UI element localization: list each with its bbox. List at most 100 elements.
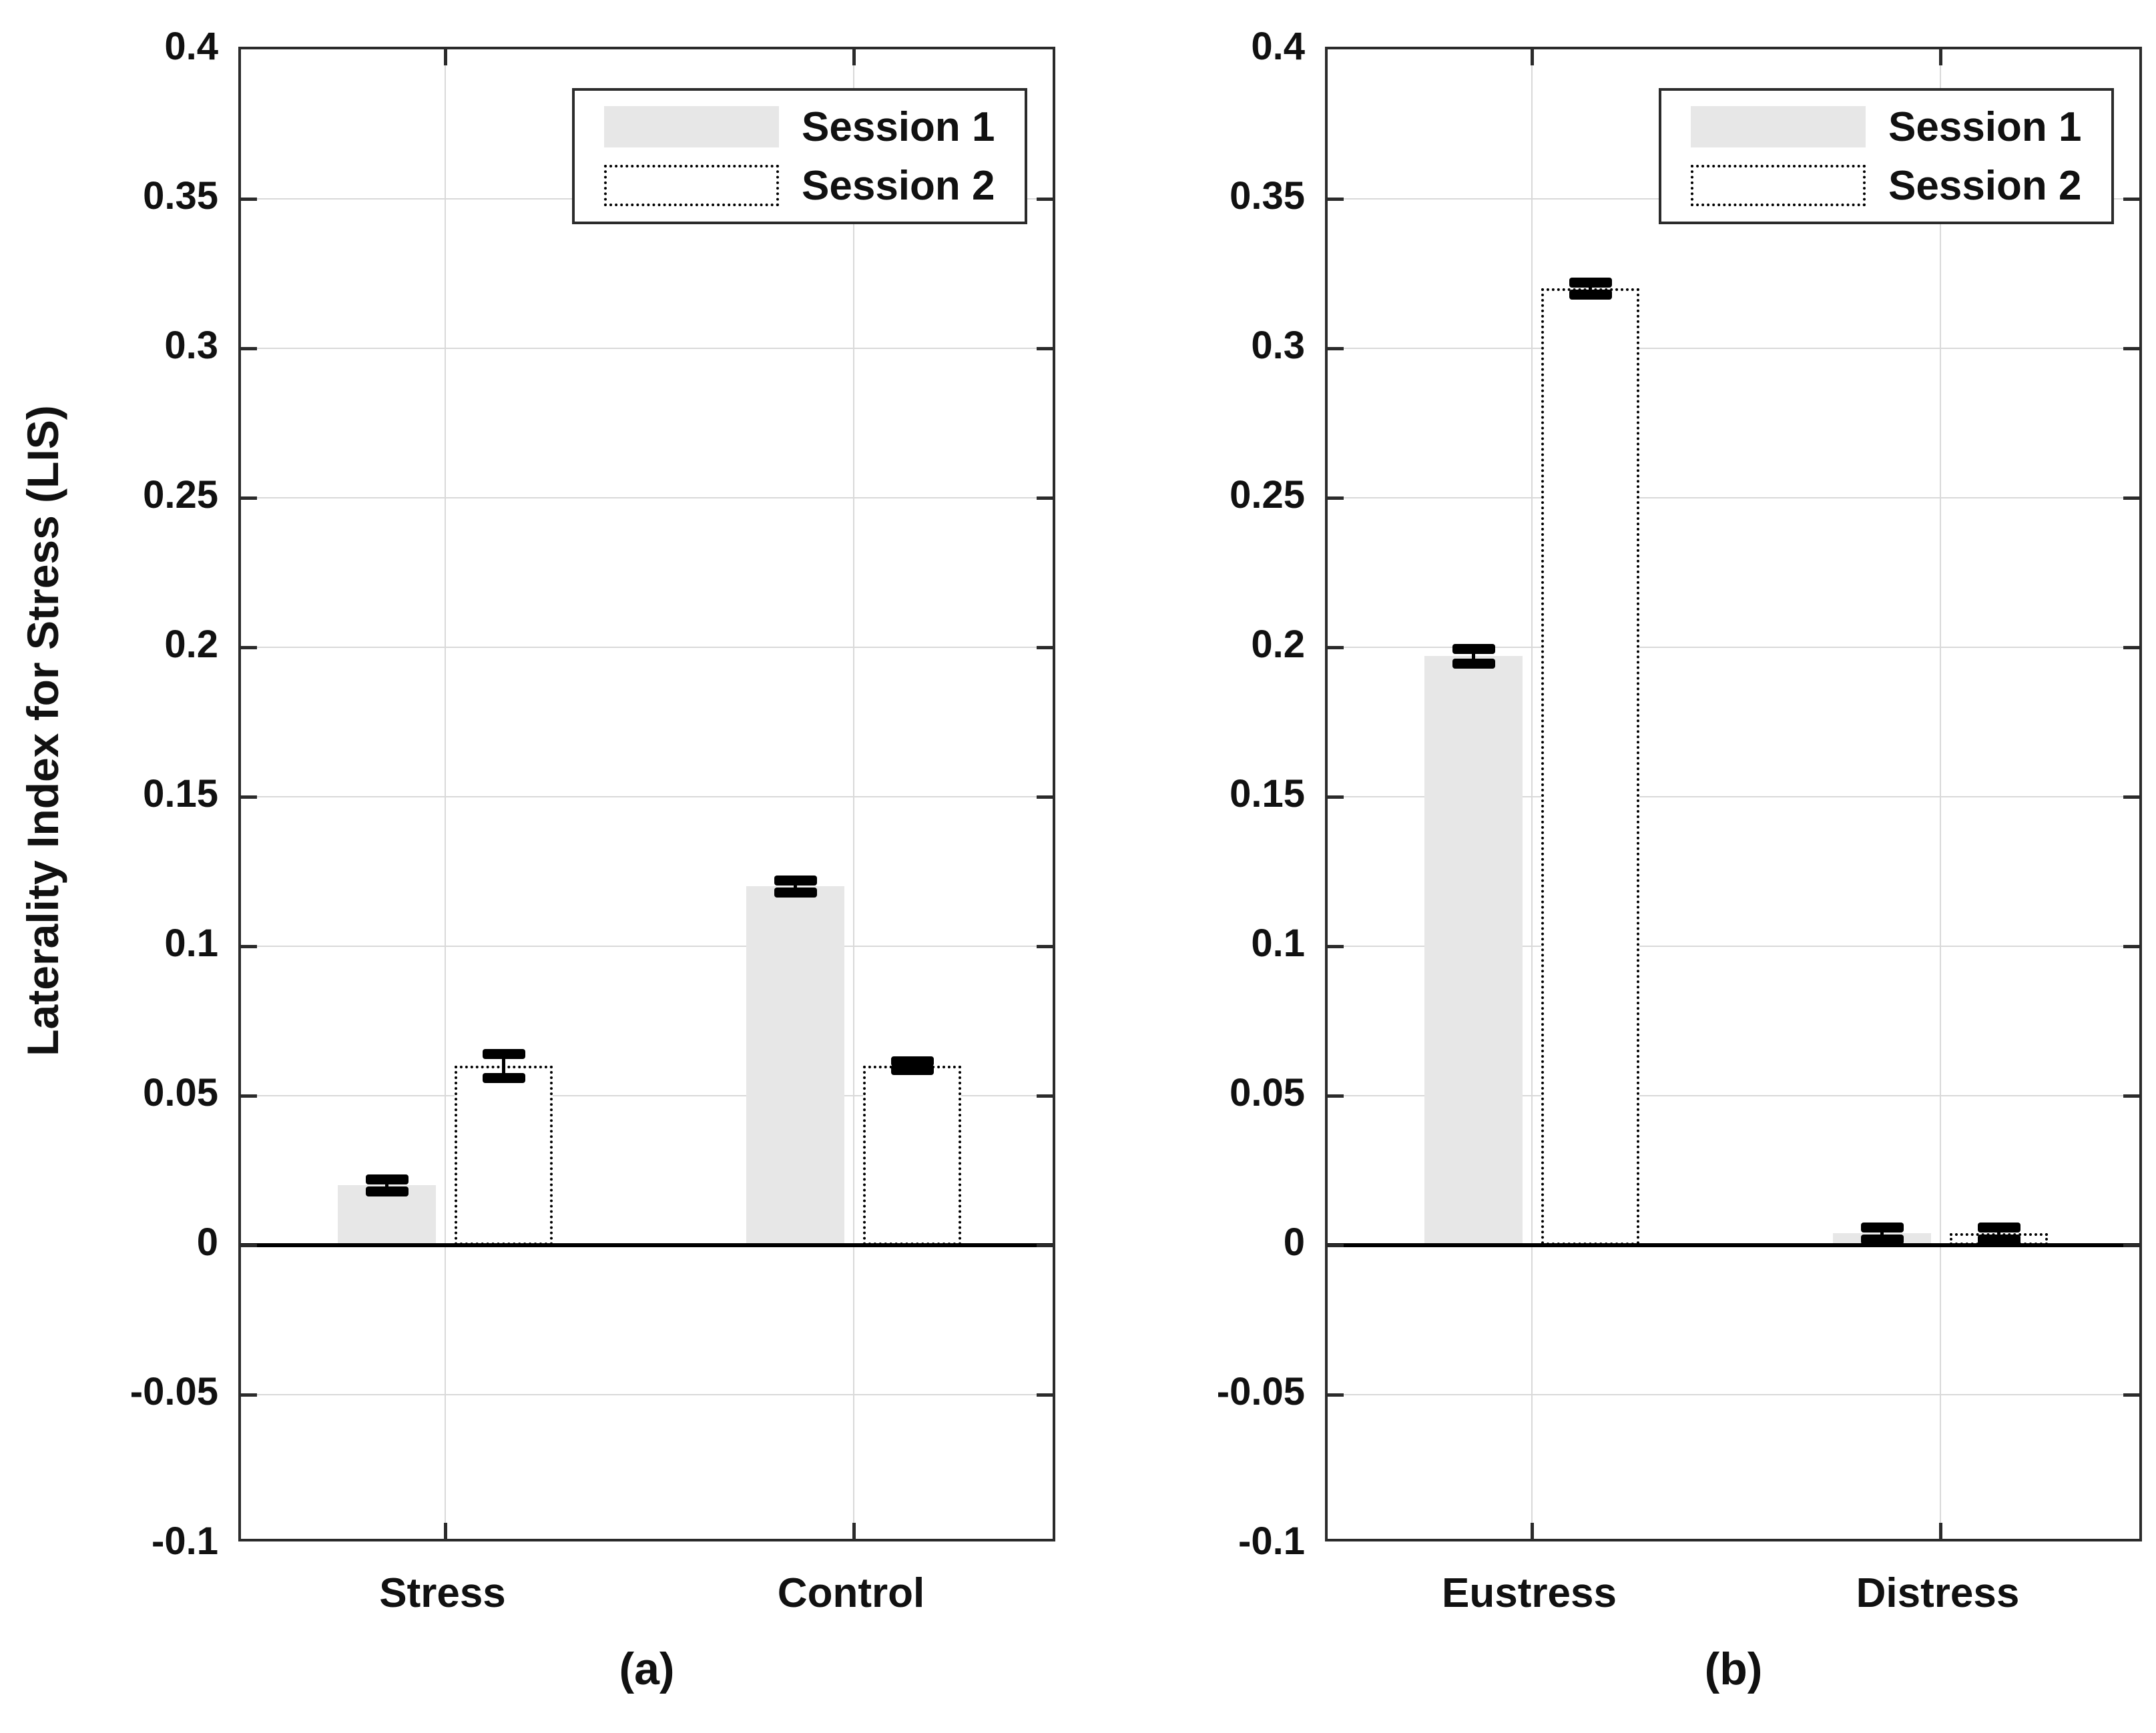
error-bar-cap-bottom (1860, 1234, 1904, 1245)
y-tick-mark-left (241, 645, 257, 649)
x-tick-mark-top (1938, 49, 1942, 65)
y-tick-mark-right (1037, 1094, 1053, 1098)
x-tick-mark-bottom (1530, 1523, 1534, 1539)
gridline-horizontal (241, 1394, 1053, 1395)
gridline-vertical (1531, 49, 1533, 1539)
y-tick-mark-right (2123, 1393, 2139, 1397)
y-tick-mark-left (1328, 1243, 1344, 1247)
legend-swatch-session1 (604, 106, 779, 147)
y-tick-mark-left (241, 1393, 257, 1397)
y-tick-mark-left (241, 496, 257, 500)
y-tick-mark-right (2123, 944, 2139, 948)
y-tick-label: 0.2 (1251, 623, 1305, 666)
panel-label-a: (a) (619, 1644, 675, 1694)
y-tick-label: -0.1 (1238, 1519, 1305, 1563)
plot-area-a (238, 47, 1055, 1541)
gridline-horizontal (1328, 796, 2139, 797)
error-bar-cap-top (774, 875, 817, 886)
bar-stress-session-2 (455, 1066, 553, 1245)
gridline-horizontal (241, 1095, 1053, 1096)
error-bar-cap-top (1860, 1222, 1904, 1233)
gridline-horizontal (1328, 1095, 2139, 1096)
y-tick-mark-left (1328, 944, 1344, 948)
gridline-vertical (445, 49, 446, 1539)
legend-label-session1: Session 1 (802, 103, 995, 150)
y-tick-mark-left (1328, 795, 1344, 799)
legend-entry-session1: Session 1 (1691, 103, 2111, 151)
gridline-horizontal (1328, 946, 2139, 947)
y-tick-label: 0 (1283, 1221, 1305, 1264)
y-tick-label: 0.4 (164, 25, 218, 68)
y-tick-mark-left (1328, 346, 1344, 350)
y-tick-label: 0.35 (1230, 174, 1305, 218)
x-category-label-distress: Distress (1856, 1570, 2020, 1616)
gridline-vertical (853, 49, 854, 1539)
gridline-horizontal (241, 348, 1053, 349)
x-tick-mark-top (443, 49, 447, 65)
legend-b: Session 1 Session 2 (1659, 88, 2114, 224)
legend-a: Session 1 Session 2 (572, 88, 1027, 224)
legend-entry-session1: Session 1 (604, 103, 1025, 151)
y-tick-label: 0.35 (143, 174, 218, 218)
y-tick-mark-left (1328, 645, 1344, 649)
error-bar-stem (1997, 1227, 2000, 1240)
error-bar-cap-bottom (774, 887, 817, 898)
legend-swatch-session1 (1691, 106, 1866, 147)
panel-label-b: (b) (1704, 1644, 1763, 1694)
gridline-horizontal (241, 497, 1053, 498)
y-tick-mark-right (2123, 346, 2139, 350)
y-tick-mark-right (2123, 496, 2139, 500)
legend-label-session1: Session 1 (1888, 103, 2082, 150)
error-bar-cap-bottom (890, 1065, 934, 1076)
y-tick-mark-left (241, 197, 257, 201)
error-bar-cap-top (365, 1174, 409, 1184)
y-tick-mark-right (1037, 346, 1053, 350)
error-bar-stem (1880, 1227, 1884, 1240)
x-tick-mark-bottom (852, 1523, 856, 1539)
legend-entry-session2: Session 2 (1691, 161, 2111, 210)
y-tick-mark-right (1037, 645, 1053, 649)
error-bar-cap-bottom (365, 1186, 409, 1196)
x-category-label-stress: Stress (379, 1570, 506, 1616)
gridline-horizontal (1328, 1394, 2139, 1395)
y-tick-mark-right (2123, 1243, 2139, 1247)
gridline-horizontal (241, 647, 1053, 648)
gridline-vertical (1940, 49, 1941, 1539)
y-tick-label: 0.25 (1230, 473, 1305, 516)
error-bar-cap-top (1452, 643, 1495, 654)
legend-swatch-session2 (604, 165, 779, 206)
error-bar-cap-top (890, 1056, 934, 1066)
bar-eustress-session-1 (1424, 656, 1523, 1245)
y-tick-mark-left (241, 1243, 257, 1247)
y-tick-mark-right (1037, 1243, 1053, 1247)
bar-control-session-2 (863, 1066, 961, 1245)
y-tick-mark-right (1037, 496, 1053, 500)
y-tick-label: 0.2 (164, 623, 218, 666)
legend-swatch-session2 (1691, 165, 1866, 206)
y-tick-mark-left (1328, 1393, 1344, 1397)
zero-axis-line (241, 1243, 1053, 1247)
y-tick-label: -0.05 (1216, 1370, 1305, 1413)
y-tick-mark-left (1328, 496, 1344, 500)
y-tick-mark-left (241, 1094, 257, 1098)
y-tick-label: 0.15 (1230, 772, 1305, 815)
y-tick-mark-right (2123, 197, 2139, 201)
gridline-horizontal (1328, 348, 2139, 349)
y-tick-label: 0 (196, 1221, 218, 1264)
gridline-horizontal (241, 796, 1053, 797)
error-bar-stem (385, 1179, 388, 1192)
y-tick-label: 0.05 (143, 1071, 218, 1114)
y-tick-label: 0.1 (1251, 922, 1305, 965)
x-tick-mark-bottom (1938, 1523, 1942, 1539)
gridline-horizontal (1328, 647, 2139, 648)
error-bar-cap-bottom (482, 1072, 525, 1083)
y-tick-label: 0.4 (1251, 25, 1305, 68)
legend-entry-session2: Session 2 (604, 161, 1025, 210)
error-bar-cap-top (1569, 277, 1612, 288)
x-category-label-eustress: Eustress (1442, 1570, 1617, 1616)
y-tick-label: 0.1 (164, 922, 218, 965)
y-tick-label: 0.25 (143, 473, 218, 516)
error-bar-cap-top (1977, 1222, 2020, 1233)
y-tick-mark-left (241, 795, 257, 799)
